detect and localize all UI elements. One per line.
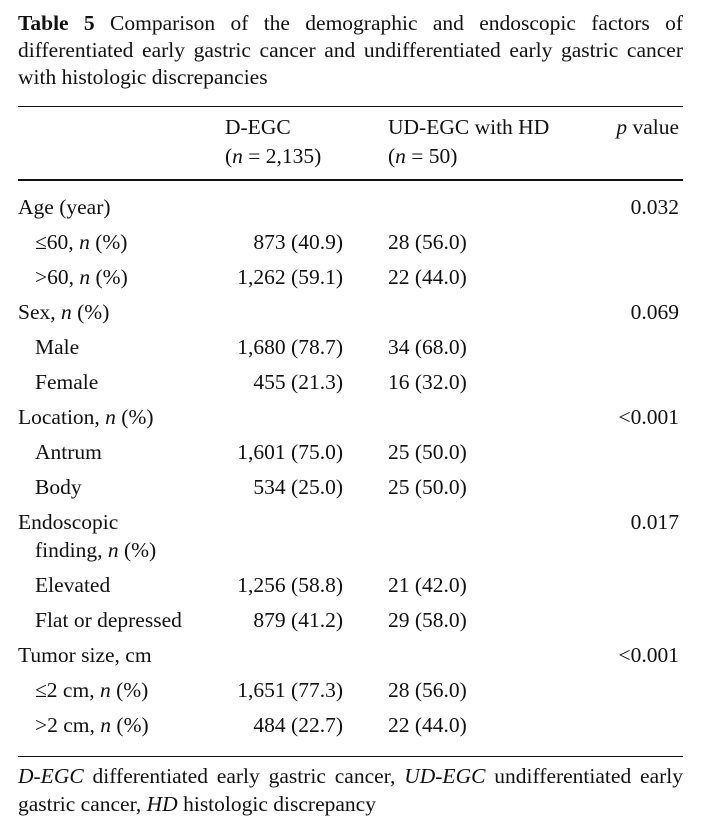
- cell-p-value: <0.001: [618, 405, 679, 429]
- table-row: Age (year) 0.032: [18, 190, 683, 225]
- cell-ud-egc: 28 (56.0): [388, 678, 467, 702]
- cell-d-egc: 1,651 (77.3): [237, 678, 343, 702]
- table-row: Body 534 (25.0) 25 (50.0): [18, 470, 683, 505]
- cell-d-egc: 484 (22.7): [253, 713, 343, 737]
- cell-ud-egc: 16 (32.0): [388, 370, 467, 394]
- row-label: ≤2 cm, n (%): [35, 678, 149, 702]
- row-label: Elevated: [35, 573, 111, 597]
- cell-d-egc: 1,262 (59.1): [237, 265, 343, 289]
- cell-ud-egc: 22 (44.0): [388, 265, 467, 289]
- table-row: ≤2 cm, n (%) 1,651 (77.3) 28 (56.0): [18, 673, 683, 708]
- header-rule: [18, 179, 683, 181]
- footnote-definition: differentiated early gastric cancer,: [83, 764, 405, 788]
- cell-d-egc: 1,680 (78.7): [237, 335, 343, 359]
- col-header-ud-egc-name: UD-EGC with HD: [388, 115, 550, 139]
- row-label: Antrum: [35, 440, 102, 464]
- cell-p-value: 0.069: [630, 300, 679, 324]
- row-label: ≤60, n (%): [35, 230, 128, 254]
- table-row: finding, n (%): [18, 533, 683, 568]
- table-row: Male 1,680 (78.7) 34 (68.0): [18, 330, 683, 365]
- row-label: Body: [35, 475, 82, 499]
- col-header-p-value: p value: [616, 113, 679, 142]
- table-row: Tumor size, cm <0.001: [18, 638, 683, 673]
- top-rule: [18, 106, 683, 107]
- cell-ud-egc: 25 (50.0): [388, 440, 467, 464]
- col-header-ud-egc-n: (n = 50): [388, 144, 458, 168]
- footnote-definition: undifferentiated early gastric cancer,: [18, 764, 684, 816]
- table-caption-block: Table 5 Comparison of the demographic an…: [18, 10, 683, 91]
- col-header-d-egc-n: (n = 2,135): [225, 144, 322, 168]
- cell-d-egc: 534 (25.0): [253, 475, 343, 499]
- cell-d-egc: 1,256 (58.8): [237, 573, 343, 597]
- table-number: Table 5: [18, 11, 95, 35]
- row-label: Female: [35, 370, 99, 394]
- cell-d-egc: 873 (40.9): [253, 230, 343, 254]
- table-caption: Table 5 Comparison of the demographic an…: [18, 10, 683, 91]
- footnote-abbreviation: D-EGC: [18, 764, 84, 788]
- row-label: >2 cm, n (%): [35, 713, 149, 737]
- row-label: finding, n (%): [35, 538, 157, 562]
- cell-ud-egc: 29 (58.0): [388, 608, 467, 632]
- table-row: Flat or depressed 879 (41.2) 29 (58.0): [18, 603, 683, 638]
- row-label: Tumor size, cm: [18, 643, 152, 667]
- col-header-d-egc-name: D-EGC: [225, 115, 291, 139]
- col-header-ud-egc: UD-EGC with HD (n = 50): [388, 113, 549, 171]
- footnote-abbreviation: HD: [146, 792, 178, 816]
- col-header-p-value-name: p value: [616, 115, 679, 139]
- cell-d-egc: 455 (21.3): [253, 370, 343, 394]
- cell-ud-egc: 28 (56.0): [388, 230, 467, 254]
- table-row: Elevated 1,256 (58.8) 21 (42.0): [18, 568, 683, 603]
- cell-ud-egc: 22 (44.0): [388, 713, 467, 737]
- table-row: Location, n (%) <0.001: [18, 400, 683, 435]
- table-footnote: D-EGC differentiated early gastric cance…: [18, 762, 683, 818]
- table-row: Sex, n (%) 0.069: [18, 295, 683, 330]
- footnote-abbreviation: UD-EGC: [404, 764, 486, 788]
- cell-p-value: 0.032: [630, 195, 679, 219]
- table-row: Endoscopic 0.017: [18, 505, 683, 540]
- table-row: >60, n (%) 1,262 (59.1) 22 (44.0): [18, 260, 683, 295]
- table-row: ≤60, n (%) 873 (40.9) 28 (56.0): [18, 225, 683, 260]
- cell-ud-egc: 25 (50.0): [388, 475, 467, 499]
- row-label: >60, n (%): [35, 265, 128, 289]
- table-row: >2 cm, n (%) 484 (22.7) 22 (44.0): [18, 708, 683, 743]
- bottom-rule: [18, 756, 683, 757]
- row-label: Location, n (%): [18, 405, 154, 429]
- row-label: Male: [35, 335, 80, 359]
- col-header-d-egc: D-EGC (n = 2,135): [225, 113, 321, 171]
- row-label: Sex, n (%): [18, 300, 110, 324]
- cell-ud-egc: 21 (42.0): [388, 573, 467, 597]
- table-row: Antrum 1,601 (75.0) 25 (50.0): [18, 435, 683, 470]
- row-label: Endoscopic: [18, 510, 119, 534]
- row-label: Age (year): [18, 195, 111, 219]
- cell-p-value: <0.001: [618, 643, 679, 667]
- cell-ud-egc: 34 (68.0): [388, 335, 467, 359]
- cell-p-value: 0.017: [630, 510, 679, 534]
- row-label: Flat or depressed: [35, 608, 182, 632]
- table-row: Female 455 (21.3) 16 (32.0): [18, 365, 683, 400]
- cell-d-egc: 1,601 (75.0): [237, 440, 343, 464]
- footnote-definition: histologic discrepancy: [177, 792, 376, 816]
- table-caption-text: Comparison of the demographic and endosc…: [18, 11, 684, 89]
- cell-d-egc: 879 (41.2): [253, 608, 343, 632]
